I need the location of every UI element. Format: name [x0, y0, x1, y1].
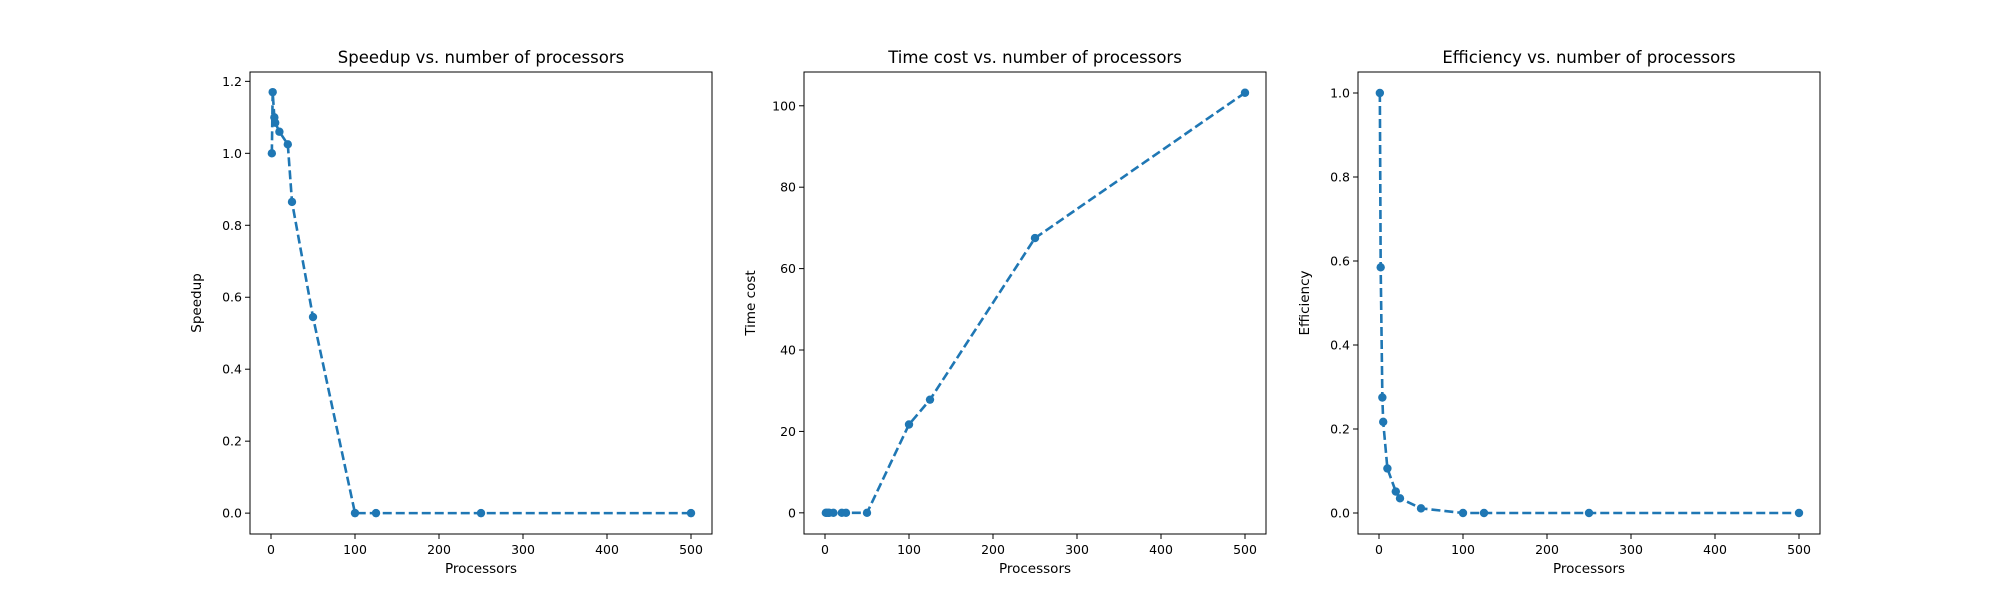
y-tick-label: 60: [780, 261, 796, 276]
x-tick-label: 300: [511, 542, 535, 557]
x-tick-label: 500: [679, 542, 703, 557]
data-point: [1416, 504, 1426, 513]
data-point: [268, 87, 277, 97]
data-point: [904, 420, 914, 429]
data-point: [829, 508, 838, 518]
x-tick-label: 200: [1535, 542, 1559, 557]
y-axis-label: Efficiency: [1297, 270, 1313, 335]
x-tick-label: 400: [1149, 542, 1173, 557]
chart-panel-2: Time cost vs. number of processors 0 100 20…: [743, 48, 1267, 577]
y-axis-label: Time cost: [743, 270, 759, 336]
series-line: [1378, 92, 1799, 515]
data-point: [841, 508, 851, 518]
y-tick-label: 0.0: [222, 506, 242, 521]
data-point: [1458, 508, 1468, 518]
y-tick-label: 0.4: [1330, 338, 1350, 353]
x-tick-label: 100: [343, 542, 367, 557]
axes-frame: [249, 71, 713, 535]
x-tick-label: 100: [897, 542, 921, 557]
data-point: [476, 508, 486, 518]
y-tick-label: 0.8: [1330, 170, 1350, 185]
x-tick-label: 0: [267, 542, 275, 557]
y-tick-label: 1.0: [1330, 86, 1350, 101]
chart-panel-3: Efficiency vs. number of processors 0 100 2…: [1297, 48, 1821, 577]
x-tick-label: 300: [1065, 542, 1089, 557]
series-line: [825, 91, 1246, 515]
x-tick-label: 500: [1233, 542, 1257, 557]
data-point: [1376, 263, 1385, 272]
data-point: [1240, 88, 1250, 97]
y-tick-label: 0: [788, 505, 796, 520]
data-point: [1391, 487, 1401, 496]
y-tick-label: 0.6: [222, 290, 242, 305]
y-tick-label: 0.6: [1330, 254, 1350, 269]
chart-title: Time cost vs. number of processors: [887, 48, 1182, 67]
x-tick-label: 0: [1375, 542, 1383, 557]
x-tick-label: 0: [821, 542, 829, 557]
x-axis-label: Processors: [1553, 561, 1625, 577]
data-point: [283, 140, 292, 149]
x-tick-label: 500: [1787, 542, 1811, 557]
data-point: [1479, 508, 1489, 518]
x-tick-label: 300: [1619, 542, 1643, 557]
data-point: [271, 118, 280, 127]
x-tick-label: 400: [1703, 542, 1727, 557]
y-tick-label: 0.0: [1330, 506, 1350, 521]
data-point: [371, 508, 381, 518]
x-tick-label: 400: [595, 542, 619, 557]
data-point: [267, 149, 277, 158]
data-point: [1383, 464, 1392, 473]
data-point: [275, 127, 284, 136]
y-tick-label: 80: [780, 180, 796, 195]
chart-title: Efficiency vs. number of processors: [1442, 48, 1735, 67]
x-tick-label: 200: [981, 542, 1005, 557]
chart-title: Speedup vs. number of processors: [338, 48, 624, 67]
data-point: [1794, 508, 1804, 518]
data-point: [308, 312, 318, 322]
axes-frame: [803, 71, 1267, 535]
data-point: [1030, 233, 1040, 243]
chart-panel-1: Speedup vs. number of processors 0 100 200 3…: [189, 48, 713, 577]
x-axis-label: Processors: [445, 561, 517, 577]
y-tick-label: 1.0: [222, 146, 242, 161]
y-tick-label: 0.2: [1330, 422, 1350, 437]
data-point: [1395, 494, 1405, 503]
data-point: [287, 197, 297, 207]
data-point: [686, 508, 696, 518]
y-tick-label: 0.8: [222, 218, 242, 233]
data-point: [925, 395, 935, 404]
y-tick-label: 1.2: [222, 74, 242, 89]
data-point: [1584, 508, 1594, 518]
data-point: [1379, 417, 1388, 427]
y-axis-label: Speedup: [189, 273, 205, 332]
y-tick-label: 100: [772, 98, 796, 113]
y-tick-label: 40: [780, 343, 796, 358]
data-point: [350, 508, 360, 518]
x-tick-label: 100: [1451, 542, 1475, 557]
data-point: [1375, 88, 1385, 98]
y-tick-label: 0.4: [222, 362, 242, 377]
x-axis-label: Processors: [999, 561, 1071, 577]
axes-frame: [1357, 71, 1821, 535]
series-line: [270, 90, 691, 515]
y-tick-label: 20: [780, 424, 796, 439]
x-tick-label: 200: [427, 542, 451, 557]
y-tick-label: 0.2: [222, 434, 242, 449]
data-point: [862, 508, 872, 518]
data-point: [1378, 393, 1387, 402]
